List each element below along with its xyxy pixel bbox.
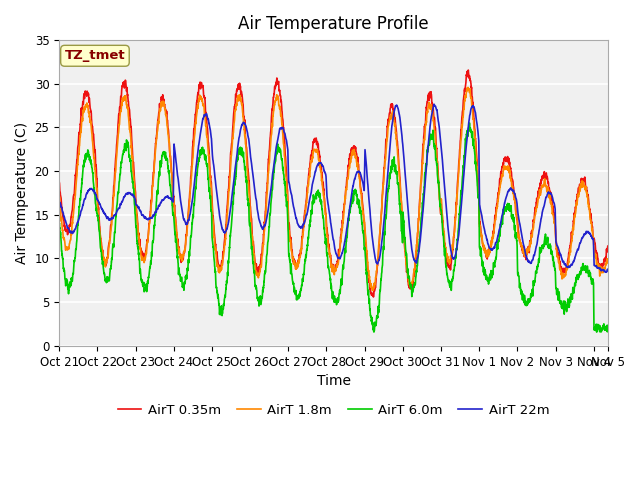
Legend: AirT 0.35m, AirT 1.8m, AirT 6.0m, AirT 22m: AirT 0.35m, AirT 1.8m, AirT 6.0m, AirT 2… (113, 398, 555, 422)
Text: TZ_tmet: TZ_tmet (65, 49, 125, 62)
AirT 6.0m (593, 329, 600, 335)
AirT 1.8m (149, 183, 157, 189)
AirT 6.0m (444, 275, 451, 280)
AirT 22m (55, 199, 63, 204)
AirT 1.8m (306, 172, 314, 178)
AirT 6.0m (149, 238, 157, 244)
AirT 6.0m (55, 220, 63, 226)
AirT 1.8m (444, 253, 452, 259)
AirT 22m (602, 269, 610, 275)
AirT 0.35m (369, 294, 377, 300)
AirT 1.8m (464, 84, 472, 90)
AirT 22m (604, 267, 612, 273)
AirT 0.35m (569, 228, 577, 234)
AirT 1.8m (604, 257, 612, 263)
Line: AirT 0.35m: AirT 0.35m (59, 70, 608, 297)
AirT 6.0m (604, 323, 612, 328)
AirT 22m (149, 214, 157, 219)
AirT 0.35m (444, 262, 452, 268)
AirT 22m (98, 206, 106, 212)
AirT 22m (568, 261, 576, 267)
AirT 0.35m (149, 178, 157, 183)
AirT 6.0m (568, 296, 576, 302)
AirT 0.35m (163, 111, 170, 117)
AirT 22m (444, 222, 452, 228)
AirT 0.35m (306, 165, 314, 170)
AirT 0.35m (55, 179, 63, 184)
Y-axis label: Air Termperature (C): Air Termperature (C) (15, 122, 29, 264)
AirT 1.8m (569, 232, 577, 238)
AirT 6.0m (466, 120, 474, 126)
Title: Air Temperature Profile: Air Temperature Profile (238, 15, 429, 33)
Line: AirT 22m: AirT 22m (59, 104, 608, 272)
AirT 1.8m (369, 288, 376, 293)
AirT 22m (430, 101, 438, 107)
AirT 1.8m (55, 196, 63, 202)
AirT 6.0m (163, 155, 170, 161)
AirT 0.35m (98, 248, 106, 253)
AirT 1.8m (98, 247, 106, 253)
AirT 1.8m (163, 114, 170, 120)
AirT 0.35m (465, 67, 472, 73)
AirT 22m (306, 195, 314, 201)
Line: AirT 1.8m: AirT 1.8m (59, 87, 608, 290)
AirT 6.0m (306, 224, 314, 229)
Line: AirT 6.0m: AirT 6.0m (59, 123, 608, 332)
X-axis label: Time: Time (317, 374, 351, 388)
AirT 6.0m (98, 256, 106, 262)
AirT 0.35m (604, 243, 612, 249)
AirT 22m (163, 194, 170, 200)
